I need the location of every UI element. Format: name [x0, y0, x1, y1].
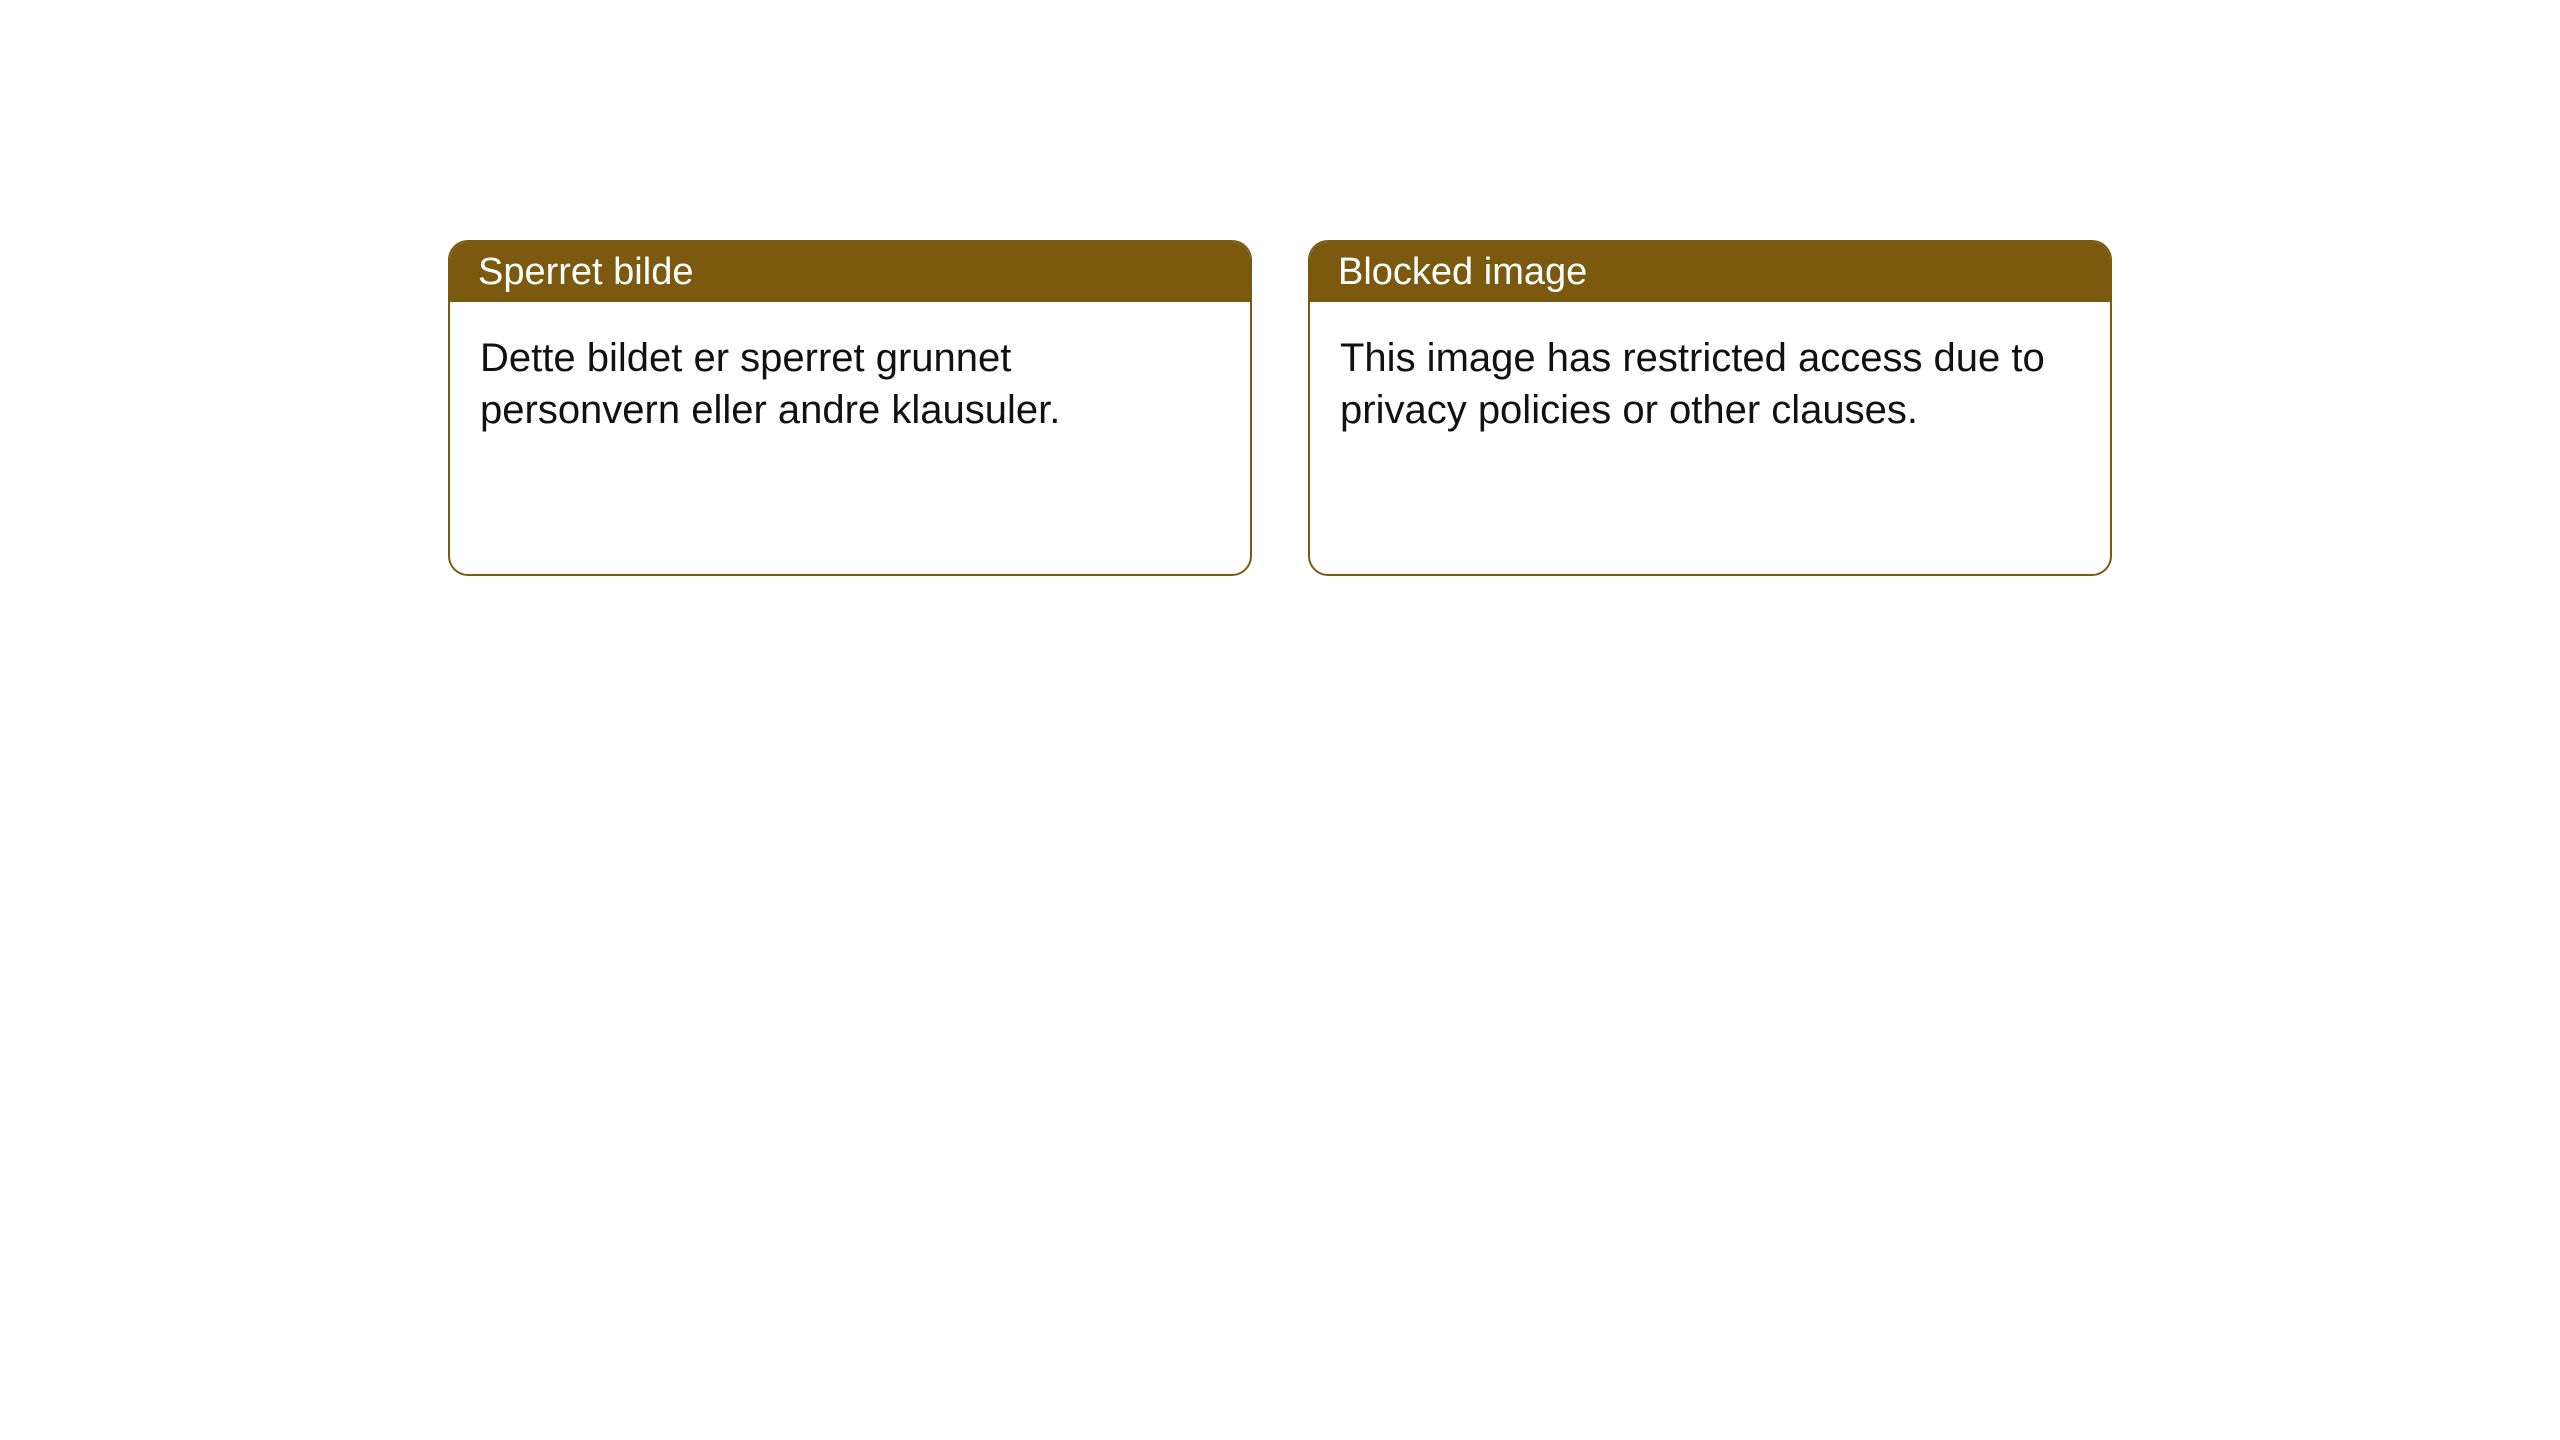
notice-header-no: Sperret bilde	[450, 242, 1250, 302]
notice-header-en: Blocked image	[1310, 242, 2110, 302]
blocked-image-notice-card-en: Blocked image This image has restricted …	[1308, 240, 2112, 576]
blocked-image-notice-card-no: Sperret bilde Dette bildet er sperret gr…	[448, 240, 1252, 576]
notice-body-no: Dette bildet er sperret grunnet personve…	[450, 302, 1250, 574]
blocked-image-notice-pair: Sperret bilde Dette bildet er sperret gr…	[448, 240, 2112, 576]
notice-title-no: Sperret bilde	[478, 251, 693, 294]
notice-body-en: This image has restricted access due to …	[1310, 302, 2110, 574]
page-canvas: Sperret bilde Dette bildet er sperret gr…	[0, 0, 2560, 1440]
notice-body-text-no: Dette bildet er sperret grunnet personve…	[480, 336, 1060, 432]
notice-body-text-en: This image has restricted access due to …	[1340, 336, 2045, 432]
notice-title-en: Blocked image	[1338, 251, 1587, 294]
